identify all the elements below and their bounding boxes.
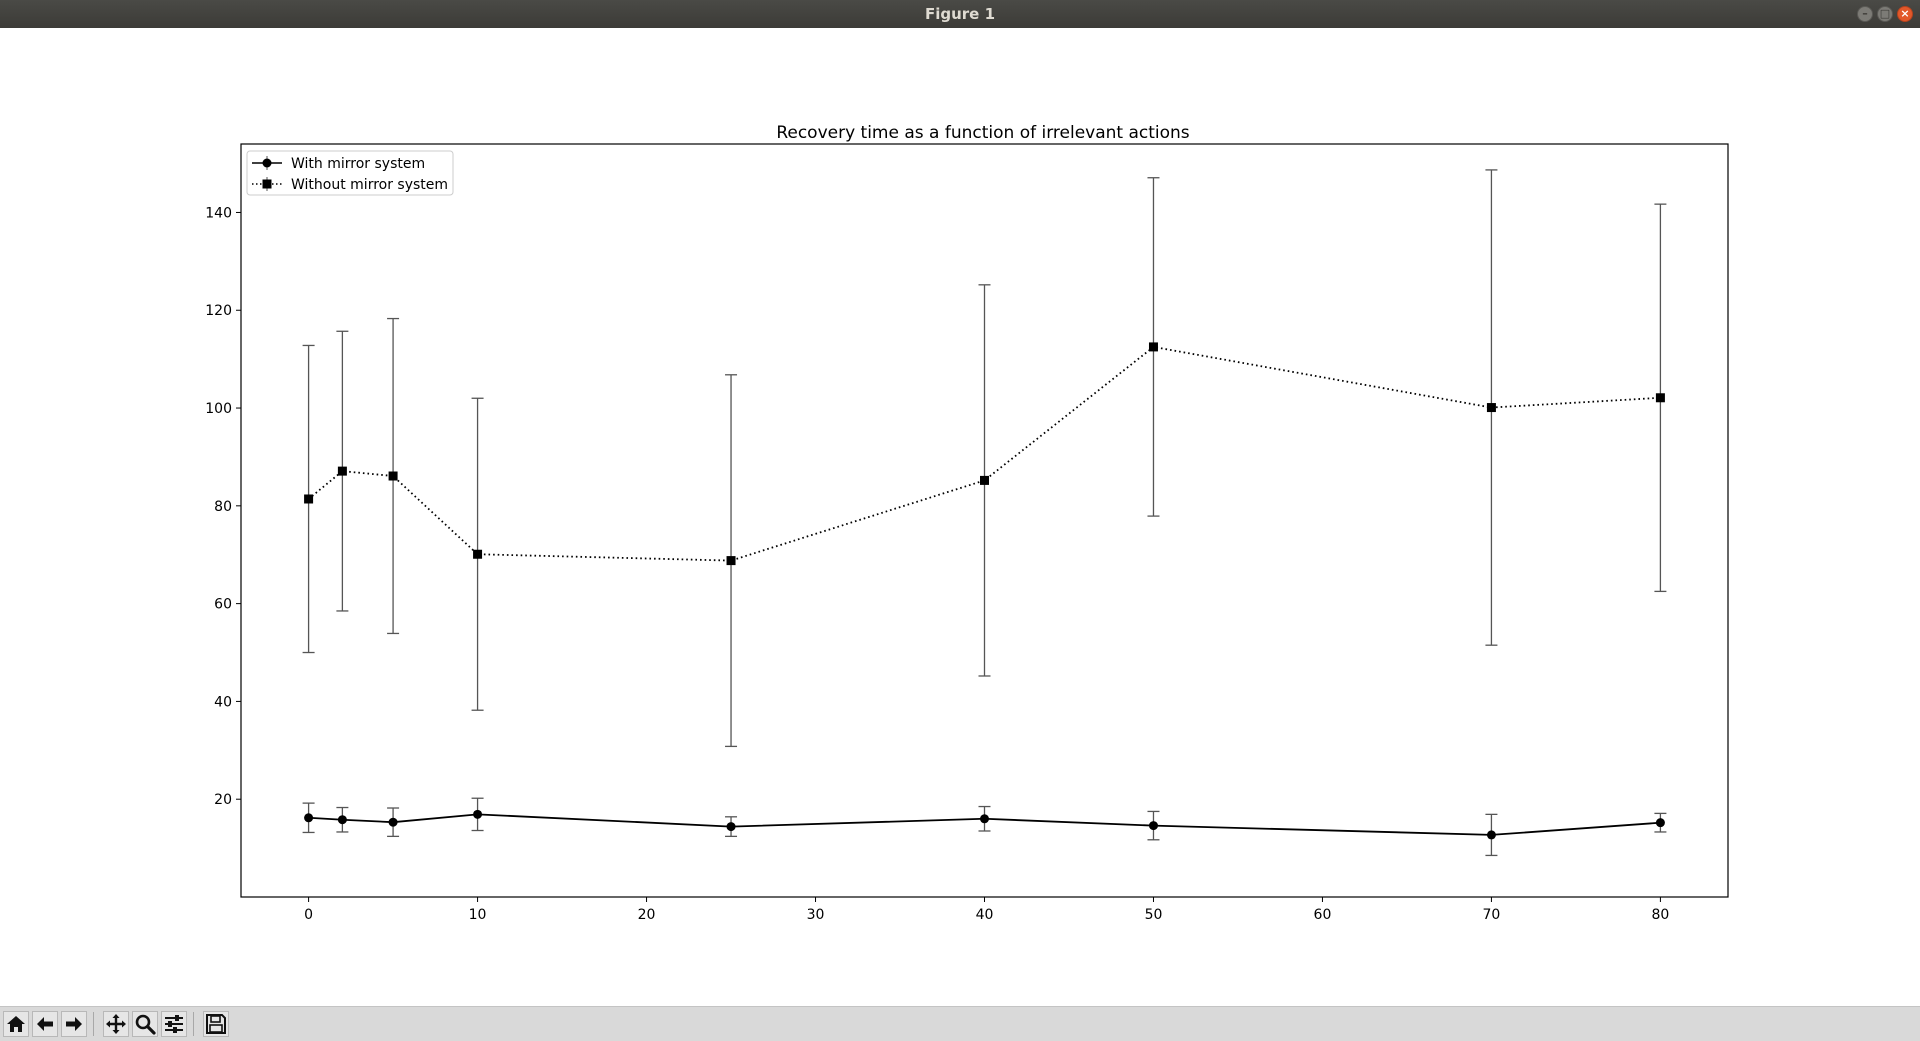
data-point-circle: [726, 822, 736, 832]
legend-label-with-mirror: With mirror system: [291, 156, 425, 172]
configure-subplots-button[interactable]: [161, 1011, 187, 1037]
legend-entry-with-mirror: With mirror system: [252, 156, 425, 172]
window-titlebar: Figure 1 – □ ×: [0, 0, 1920, 28]
data-point-circle: [980, 814, 989, 824]
navigation-toolbar: [0, 1006, 1920, 1041]
x-tick-label: 80: [1651, 907, 1669, 923]
home-icon: [7, 1016, 25, 1032]
x-tick-label: 70: [1483, 907, 1501, 923]
arrow-right-icon: [66, 1017, 82, 1031]
data-point-square: [473, 549, 483, 559]
zoom-button[interactable]: [132, 1011, 158, 1037]
data-point-square: [1486, 403, 1496, 413]
home-button[interactable]: [3, 1011, 29, 1037]
sliders-icon: [165, 1015, 183, 1033]
maximize-button[interactable]: □: [1877, 6, 1893, 22]
figure-canvas: Recovery time as a function of irrelevan…: [0, 28, 1920, 1006]
x-tick-label: 30: [807, 907, 825, 923]
data-point-circle: [1148, 821, 1158, 831]
data-point-square: [388, 471, 398, 481]
minimize-icon: –: [1862, 7, 1868, 20]
maximize-icon: □: [1879, 7, 1891, 20]
axes-frame: [240, 143, 1729, 898]
y-tick-label: 80: [214, 499, 232, 515]
pan-button[interactable]: [103, 1011, 129, 1037]
legend-box: [246, 150, 454, 196]
legend-marker-square: [262, 179, 272, 189]
chart-title: Recovery time as a function of irrelevan…: [776, 123, 1189, 143]
data-point-circle: [473, 809, 483, 819]
x-tick-label: 0: [304, 907, 313, 923]
legend-entry-without-mirror: Without mirror system: [252, 177, 448, 193]
arrow-left-icon: [37, 1017, 53, 1031]
plot-area: 0 10 20 30 40 50 60 70 80 20 40 60 80 100 120 140: [205, 169, 1669, 923]
legend-marker-circle: [262, 158, 272, 168]
back-button[interactable]: [32, 1011, 58, 1037]
data-point-circle: [1486, 830, 1496, 840]
legend-label-without-mirror: Without mirror system: [291, 177, 448, 193]
move-icon: [106, 1014, 126, 1034]
x-tick-label: 40: [976, 907, 994, 923]
x-tick-label: 50: [1145, 907, 1163, 923]
x-tick-label: 20: [638, 907, 656, 923]
data-point-circle: [337, 815, 347, 825]
legend: With mirror system Without mirror system: [246, 150, 454, 196]
x-tick-label: 60: [1314, 907, 1332, 923]
series-line-without-mirror: [308, 345, 1661, 562]
close-icon: ×: [1900, 7, 1910, 20]
window-title: Figure 1: [924, 5, 996, 23]
magnifier-icon: [135, 1014, 156, 1035]
close-button[interactable]: ×: [1897, 6, 1913, 22]
x-tick-label: 10: [469, 907, 487, 923]
toolbar-separator: [193, 1012, 194, 1036]
minimize-button[interactable]: –: [1857, 6, 1873, 22]
y-tick-label: 60: [214, 597, 232, 613]
data-point-circle: [304, 813, 314, 823]
y-tick-label: 100: [205, 401, 232, 417]
data-point-square: [304, 494, 314, 504]
data-point-square: [980, 475, 989, 485]
y-tick-label: 140: [205, 205, 232, 221]
floppy-disk-icon: [206, 1014, 226, 1034]
y-tick-label: 40: [214, 694, 232, 710]
chart-svg: Recovery time as a function of irrelevan…: [205, 123, 1729, 923]
data-point-square: [1655, 393, 1665, 403]
data-point-square: [337, 466, 347, 476]
data-point-circle: [1655, 818, 1665, 828]
data-point-circle: [388, 817, 398, 827]
data-point-square: [726, 556, 736, 566]
toolbar-separator: [93, 1012, 94, 1036]
data-point-square: [1148, 342, 1158, 352]
save-button[interactable]: [203, 1011, 229, 1037]
y-tick-label: 20: [214, 792, 232, 808]
forward-button[interactable]: [61, 1011, 87, 1037]
y-tick-label: 120: [205, 303, 232, 319]
